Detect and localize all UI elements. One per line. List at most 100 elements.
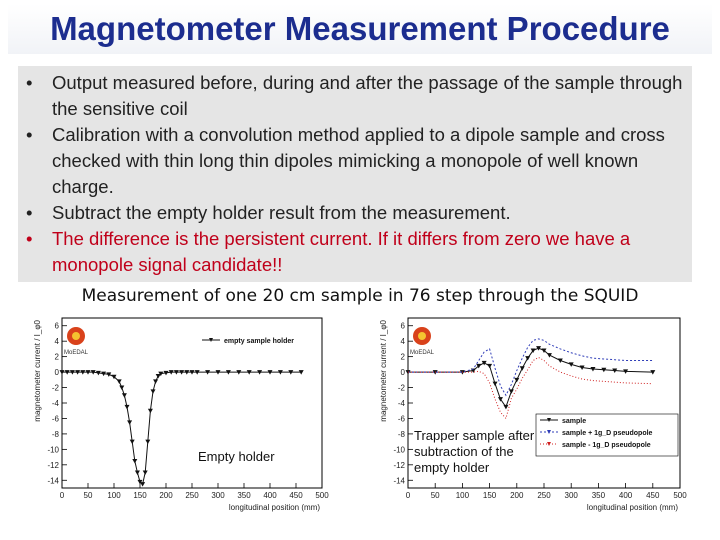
data-point bbox=[64, 370, 70, 375]
y-axis-label: magnetometer current / I_φ0 bbox=[33, 319, 42, 421]
data-point bbox=[145, 439, 151, 445]
data-point bbox=[119, 385, 125, 391]
y-tick-label: -6 bbox=[52, 414, 60, 423]
y-tick-label: 6 bbox=[55, 322, 60, 331]
plot-empty-holder: MoEDAL 6 4 2 0 -2 -4 -6 -8 -10 -12 -14 0 50 100 150 200 2… bbox=[22, 312, 334, 520]
bullet-icon: • bbox=[26, 228, 33, 249]
data-point bbox=[601, 367, 607, 373]
bullet-text: The difference is the persistent current… bbox=[52, 228, 631, 275]
data-point bbox=[150, 389, 156, 394]
y-tick-label: -12 bbox=[47, 461, 59, 470]
y-tick-label: -2 bbox=[52, 384, 60, 393]
plot-frame bbox=[61, 317, 323, 489]
x-tick-label: 500 bbox=[315, 491, 329, 500]
x-tick-label: 50 bbox=[431, 491, 440, 500]
data-point bbox=[129, 439, 135, 445]
data-point bbox=[127, 420, 133, 425]
x-tick-label: 350 bbox=[592, 491, 606, 500]
data-point bbox=[557, 358, 563, 363]
y-tick-label: -8 bbox=[52, 430, 60, 439]
bullet-item: • Calibration with a convolution method a… bbox=[18, 122, 684, 200]
x-tick-label: 300 bbox=[211, 491, 225, 500]
bullet-list: • Output measured before, during and afte… bbox=[18, 70, 684, 278]
data-point bbox=[90, 370, 96, 375]
bullet-text: Output measured before, during and after… bbox=[52, 72, 683, 119]
data-point bbox=[267, 370, 273, 375]
bullet-item: • Output measured before, during and afte… bbox=[18, 70, 684, 122]
data-point bbox=[184, 370, 190, 375]
x-tick-label: 0 bbox=[60, 491, 65, 500]
plot-frame bbox=[407, 317, 681, 489]
data-point bbox=[236, 370, 242, 375]
bullet-item: • The difference is the persistent curren… bbox=[18, 226, 684, 278]
x-tick-label: 150 bbox=[133, 491, 147, 500]
data-point bbox=[111, 374, 117, 380]
y-tick-label: 2 bbox=[55, 353, 60, 362]
data-point bbox=[215, 370, 221, 375]
data-point bbox=[277, 370, 283, 375]
annotation-sample: Trapper sample after subtraction of the … bbox=[414, 428, 535, 475]
data-point bbox=[487, 363, 493, 369]
legend-label: empty sample holder bbox=[224, 338, 294, 345]
legend-marker-icon bbox=[209, 338, 213, 342]
data-point bbox=[189, 370, 195, 375]
data-point bbox=[298, 370, 304, 375]
legend-marker-icon bbox=[547, 418, 551, 422]
bullet-icon: • bbox=[26, 72, 33, 93]
y-tick-label: -8 bbox=[398, 430, 406, 439]
x-tick-label: 450 bbox=[289, 491, 303, 500]
bullet-icon: • bbox=[26, 124, 33, 145]
data-point bbox=[476, 363, 482, 369]
y-tick-label: -4 bbox=[398, 399, 406, 408]
x-tick-label: 200 bbox=[510, 491, 524, 500]
data-point bbox=[508, 389, 514, 394]
y-tick-label: -12 bbox=[393, 461, 405, 470]
data-point bbox=[179, 370, 185, 375]
data-point bbox=[612, 368, 618, 374]
data-point bbox=[503, 404, 509, 410]
x-tick-label: 250 bbox=[185, 491, 199, 500]
annotation-empty-holder: Empty holder bbox=[198, 449, 275, 464]
data-point bbox=[514, 377, 520, 383]
legend-label: sample - 1g_D pseudopole bbox=[562, 442, 651, 449]
plot-caption: Measurement of one 20 cm sample in 76 st… bbox=[81, 286, 639, 306]
data-point bbox=[205, 370, 211, 375]
moedal-logo-text: MoEDAL bbox=[410, 350, 435, 356]
y-tick-label: -2 bbox=[398, 384, 406, 393]
data-point bbox=[568, 362, 574, 367]
y-axis-label: magnetometer current / I_φ0 bbox=[379, 319, 388, 421]
y-tick-label: 0 bbox=[401, 368, 406, 377]
data-point bbox=[155, 373, 161, 379]
y-tick-label: 4 bbox=[401, 337, 406, 346]
data-point bbox=[153, 379, 159, 384]
data-point bbox=[59, 370, 65, 375]
data-point bbox=[173, 370, 179, 375]
data-point bbox=[590, 367, 596, 372]
plot-sample: MoEDAL 6 4 2 0 -2 -4 -6 -8 -10 -12 -14 0 50 100 150 200 2… bbox=[368, 312, 690, 520]
y-tick-label: -6 bbox=[398, 414, 406, 423]
data-point bbox=[497, 397, 503, 402]
legend-marker-icon bbox=[547, 442, 551, 446]
legend-marker-icon bbox=[547, 430, 551, 434]
y-tick-label: -14 bbox=[393, 476, 405, 485]
x-tick-label: 400 bbox=[619, 491, 633, 500]
y-tick-label: -4 bbox=[52, 399, 60, 408]
x-axis-label: longitudinal position (mm) bbox=[229, 503, 320, 512]
x-tick-label: 100 bbox=[107, 491, 121, 500]
x-tick-label: 100 bbox=[456, 491, 470, 500]
data-point bbox=[536, 346, 542, 351]
data-point bbox=[80, 370, 86, 375]
moedal-logo-core-icon bbox=[72, 332, 80, 340]
y-tick-label: -10 bbox=[393, 445, 405, 454]
moedal-logo-text: MoEDAL bbox=[64, 350, 89, 356]
x-tick-label: 150 bbox=[483, 491, 497, 500]
data-point bbox=[530, 348, 536, 353]
bullet-text: Calibration with a convolution method ap… bbox=[52, 124, 665, 197]
y-tick-label: 6 bbox=[401, 322, 406, 331]
data-point bbox=[106, 372, 112, 377]
data-point bbox=[546, 353, 552, 358]
data-point bbox=[142, 470, 148, 476]
x-tick-label: 250 bbox=[537, 491, 551, 500]
x-tick-label: 300 bbox=[565, 491, 579, 500]
